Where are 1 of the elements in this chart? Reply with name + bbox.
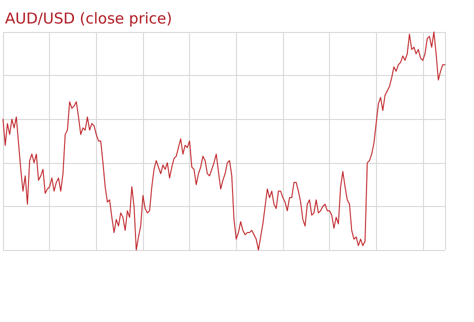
- chart-title: AUD/USD (close price): [5, 10, 172, 28]
